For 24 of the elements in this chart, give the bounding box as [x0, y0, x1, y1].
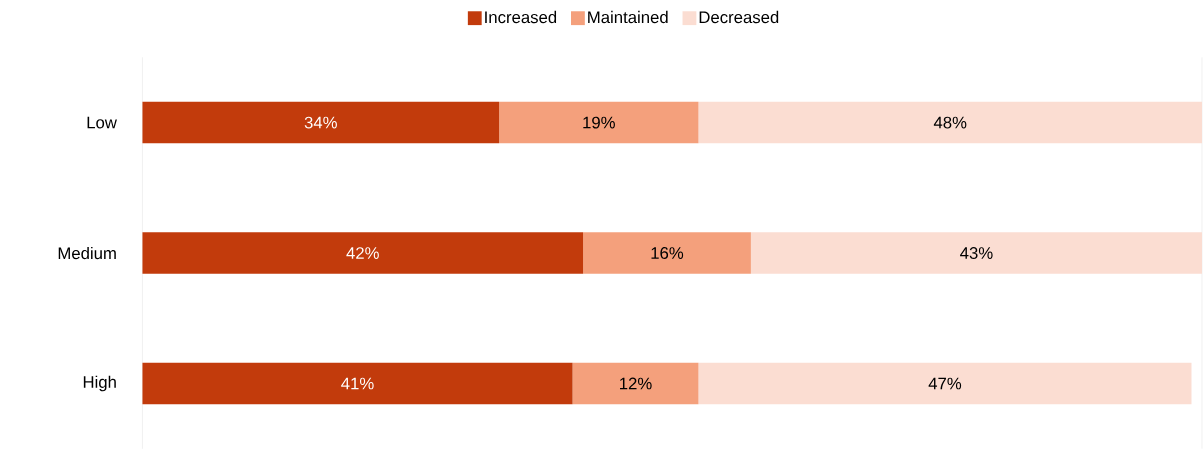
data-label: 47%: [928, 377, 962, 390]
bar: [142, 101, 500, 144]
data-label: 34%: [304, 116, 337, 129]
data-label: 41%: [341, 377, 374, 390]
data-label: 19%: [583, 116, 615, 129]
bar: [698, 362, 1192, 405]
bar: [499, 101, 699, 144]
data-label: 43%: [960, 247, 993, 260]
legend-label: Increased: [485, 11, 557, 24]
y-tick-label: Medium: [58, 247, 116, 260]
data-label: 42%: [346, 247, 379, 260]
bar: [572, 362, 699, 405]
legend-label: Decreased: [699, 11, 779, 24]
y-tick-label: Low: [87, 116, 117, 129]
bar: [142, 362, 573, 405]
legend-label: Maintained: [588, 11, 668, 24]
y-tick-label: High: [83, 375, 116, 392]
bar: [583, 232, 751, 274]
data-label: 48%: [933, 116, 967, 129]
bar: [142, 232, 584, 274]
data-label: 16%: [651, 247, 684, 260]
bar: [698, 101, 1202, 144]
data-label: 12%: [620, 377, 652, 390]
bar: [750, 232, 1202, 274]
